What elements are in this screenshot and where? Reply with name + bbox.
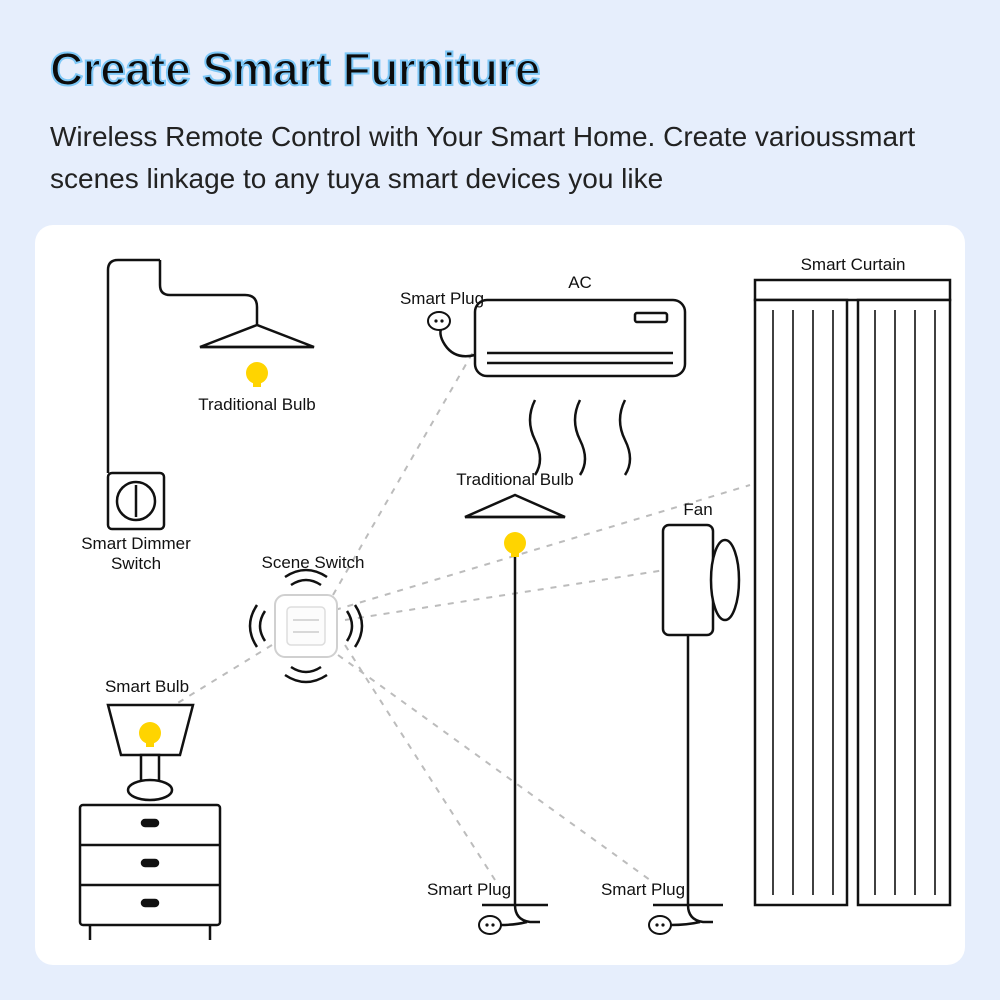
label-scene-switch: Scene Switch: [262, 553, 365, 573]
label-line1: Smart Dimmer: [81, 534, 191, 553]
label-line2: Switch: [111, 554, 161, 573]
label-smart-plug-fan: Smart Plug: [601, 880, 685, 900]
label-traditional-bulb-floor: Traditional Bulb: [456, 470, 574, 490]
bulb-icon: [246, 362, 268, 387]
nightstand-icon: [80, 805, 220, 940]
ac-unit-icon: [475, 300, 685, 475]
label-smart-bulb: Smart Bulb: [105, 677, 189, 697]
fan-icon: [653, 525, 739, 922]
label-smart-curtain: Smart Curtain: [801, 255, 906, 275]
label-traditional-bulb: Traditional Bulb: [198, 395, 316, 415]
pendant-wire: [108, 260, 160, 473]
connection-rays: [150, 340, 750, 880]
label-smart-plug-ac: Smart Plug: [400, 289, 484, 309]
label-ac: AC: [568, 273, 592, 293]
dimmer-switch-icon: [108, 473, 164, 529]
smart-home-diagram: [35, 225, 965, 965]
label-smart-dimmer-switch: Smart Dimmer Switch: [81, 534, 191, 573]
diagram-panel: Traditional Bulb AC Smart Plug Smart Cur…: [35, 225, 965, 965]
table-lamp-icon: [108, 705, 193, 800]
smart-plug-icon: [428, 312, 475, 356]
page-subtitle: Wireless Remote Control with Your Smart …: [50, 116, 950, 200]
scene-switch-icon: [250, 570, 362, 682]
label-smart-plug-floor: Smart Plug: [427, 880, 511, 900]
label-fan: Fan: [683, 500, 712, 520]
page-title: Create Smart Furniture: [50, 42, 540, 96]
pendant-lamp-icon: [160, 260, 314, 347]
smart-curtain-icon: [755, 280, 950, 905]
